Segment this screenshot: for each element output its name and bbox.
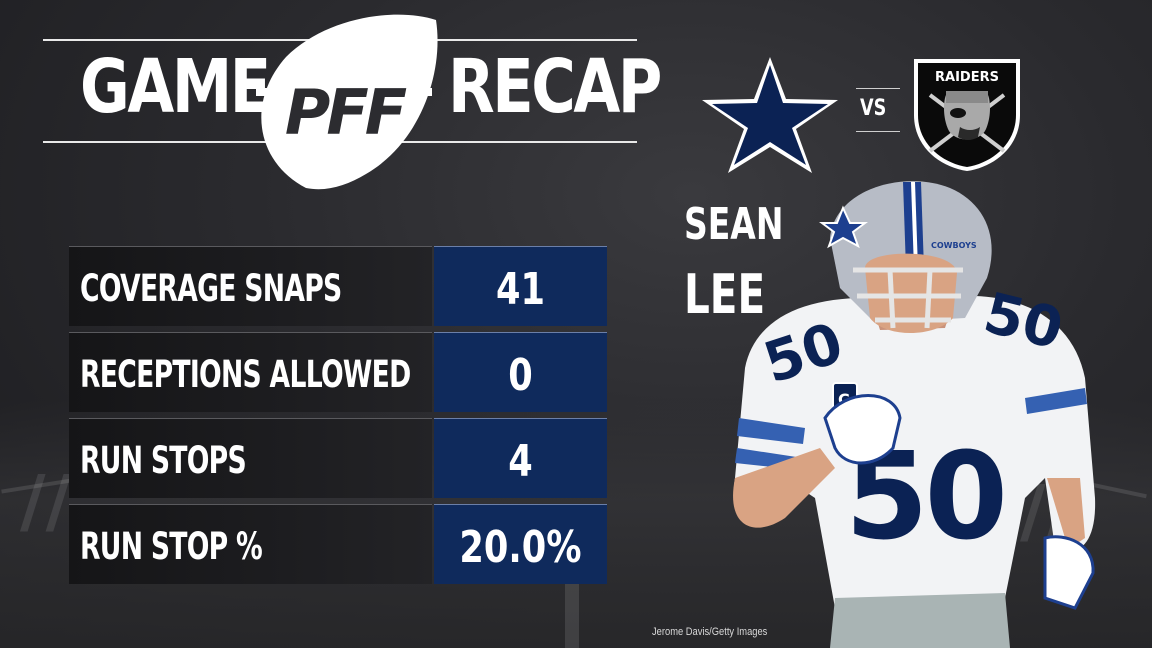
stat-row: RUN STOP % 20.0% bbox=[69, 504, 609, 590]
stat-value-cell: 41 bbox=[434, 246, 607, 326]
stat-row: COVERAGE SNAPS 41 bbox=[69, 246, 609, 332]
header-word-game: GAME bbox=[80, 44, 271, 130]
stat-value: 20.0% bbox=[459, 522, 582, 573]
pff-football-logo: PFF bbox=[256, 14, 438, 190]
field-number: ∕∕ bbox=[20, 460, 72, 542]
helmet-text: COWBOYS bbox=[931, 241, 977, 250]
stat-label: RUN STOPS bbox=[80, 439, 247, 482]
stat-label-cell: RUN STOP % bbox=[69, 504, 432, 584]
stat-label: RUN STOP % bbox=[80, 525, 263, 568]
stat-label-cell: RUN STOPS bbox=[69, 418, 432, 498]
stat-value-cell: 0 bbox=[434, 332, 607, 412]
stat-row: RUN STOPS 4 bbox=[69, 418, 609, 504]
stat-value-cell: 4 bbox=[434, 418, 607, 498]
raiders-shield-icon: RAIDERS bbox=[914, 59, 1020, 171]
yard-line bbox=[565, 580, 579, 648]
vs-top-line bbox=[856, 88, 900, 89]
raiders-logo-text: RAIDERS bbox=[935, 70, 999, 85]
player-first-name: SEAN bbox=[684, 199, 784, 250]
vs-bottom-line bbox=[856, 131, 900, 132]
stat-value: 41 bbox=[496, 264, 545, 315]
photo-credit: Jerome Davis/Getty Images bbox=[652, 626, 768, 638]
stat-value-cell: 20.0% bbox=[434, 504, 607, 584]
stats-table: COVERAGE SNAPS 41 RECEPTIONS ALLOWED 0 R… bbox=[69, 246, 609, 590]
player-last-name: LEE bbox=[684, 263, 766, 326]
stat-value: 0 bbox=[508, 350, 533, 401]
cowboys-star-icon bbox=[702, 57, 838, 173]
captain-patch: C bbox=[838, 390, 850, 409]
stat-label: COVERAGE SNAPS bbox=[80, 267, 342, 310]
stat-label: RECEPTIONS ALLOWED bbox=[80, 353, 411, 396]
header-word-recap: RECAP bbox=[448, 44, 662, 130]
vs-divider: VS bbox=[856, 88, 900, 132]
pff-logo-text: PFF bbox=[285, 76, 407, 149]
stat-label-cell: RECEPTIONS ALLOWED bbox=[69, 332, 432, 412]
player-photo: 50 50 50 C COWBOYS bbox=[733, 181, 1096, 648]
stat-value: 4 bbox=[508, 436, 533, 487]
vs-label: VS bbox=[860, 96, 887, 121]
stat-row: RECEPTIONS ALLOWED 0 bbox=[69, 332, 609, 418]
stat-label-cell: COVERAGE SNAPS bbox=[69, 246, 432, 326]
